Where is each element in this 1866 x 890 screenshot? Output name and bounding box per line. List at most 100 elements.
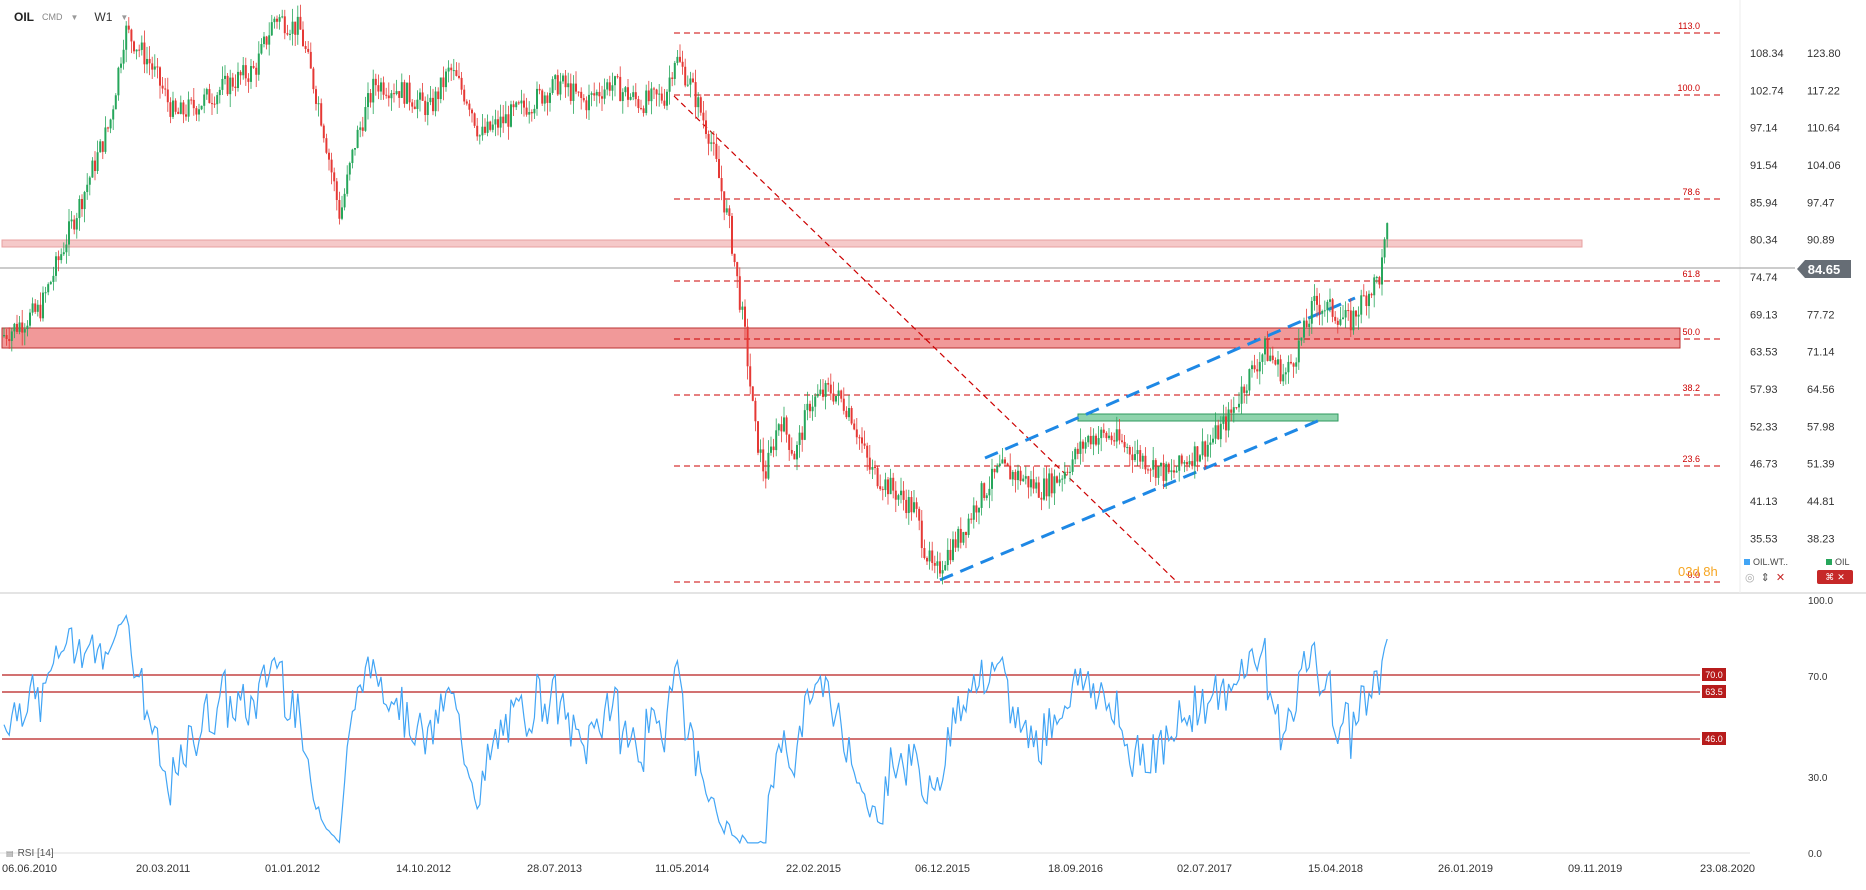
candle-body	[1209, 442, 1212, 445]
candle-body	[840, 390, 843, 399]
candle-body	[1355, 310, 1357, 317]
candle-body	[1284, 372, 1287, 375]
candle-body	[172, 100, 174, 117]
candle-body	[686, 84, 689, 86]
candle-body	[1386, 223, 1389, 240]
candle-body	[460, 77, 463, 90]
timeframe-selector[interactable]: W1	[94, 10, 113, 24]
candle-body	[18, 322, 21, 332]
candle-body	[640, 108, 642, 110]
rsi-level-tag	[1702, 668, 1726, 681]
candle-body	[1160, 462, 1162, 467]
candle-body	[224, 75, 226, 79]
candle-body	[23, 329, 26, 333]
candle-body	[1175, 470, 1178, 473]
candle-body	[913, 502, 915, 513]
legend-item-oilwt[interactable]: OIL.WT..	[1744, 557, 1788, 567]
candle-body	[1321, 311, 1324, 314]
candle-body	[1173, 470, 1175, 473]
candle-body	[528, 112, 531, 115]
close-icon[interactable]: ✕	[1775, 572, 1786, 584]
candle-body	[793, 453, 796, 460]
candle-body	[294, 21, 297, 35]
candle-body	[229, 77, 232, 95]
visibility-icon[interactable]: ◎	[1745, 572, 1755, 584]
resistance-zone-main[interactable]	[1, 327, 1681, 349]
candle-body	[1105, 432, 1108, 439]
candle-body	[478, 135, 481, 137]
candle-body	[749, 366, 752, 387]
candle-body	[829, 384, 832, 394]
candle-body	[328, 152, 330, 160]
candle-body	[567, 83, 570, 88]
candle-body	[406, 82, 408, 104]
candle-body	[432, 97, 434, 112]
candle-body	[1183, 462, 1186, 464]
candle-body	[338, 200, 341, 219]
candle-body	[351, 149, 354, 164]
chevron-down-icon[interactable]: ▼	[120, 12, 129, 22]
candle-body	[1271, 355, 1274, 361]
sort-icon[interactable]: ⇕	[1760, 572, 1770, 584]
candle-countdown: 03d 8h	[1678, 564, 1718, 579]
candle-body	[8, 338, 11, 342]
candle-body	[770, 446, 772, 453]
candle-body	[978, 507, 980, 513]
price-axis-label: 80.34	[1750, 235, 1778, 247]
fib-level-label: 78.6	[1682, 187, 1700, 197]
chevron-down-icon[interactable]: ▼	[70, 12, 79, 22]
symbol-label[interactable]: OIL	[14, 10, 34, 24]
legend-item-oil[interactable]: OIL	[1826, 557, 1850, 567]
candle-body	[1053, 476, 1056, 494]
candle-body	[42, 292, 44, 319]
candle-body	[1126, 447, 1129, 449]
candle-body	[1040, 497, 1043, 500]
series-settings-button[interactable]: ⌘ ✕	[1817, 570, 1853, 584]
candle-body	[738, 276, 741, 310]
candle-body	[902, 490, 905, 500]
candle-body	[255, 67, 258, 75]
candle-body	[413, 106, 416, 109]
candle-body	[1225, 416, 1227, 431]
candle-body	[208, 89, 211, 104]
rsi-indicator-label[interactable]: ▤ RSI [14]	[6, 848, 54, 859]
candle-body	[234, 86, 237, 88]
candle-body	[468, 103, 471, 110]
price-axis-label-secondary: 64.56	[1807, 384, 1835, 396]
close-icon: ✕	[1837, 571, 1845, 582]
candle-body	[575, 83, 577, 92]
candle-body	[907, 497, 910, 514]
candle-body	[1316, 295, 1318, 305]
candle-body	[125, 25, 128, 50]
candle-body	[341, 207, 343, 219]
candle-body	[629, 96, 632, 100]
candle-body	[900, 490, 902, 496]
candle-body	[879, 486, 882, 490]
channel-lower-line[interactable]	[939, 418, 1321, 582]
candle-body	[486, 121, 489, 133]
candle-body	[868, 457, 871, 470]
rsi-levels[interactable]: 70.0 63.5 46.0	[2, 668, 1726, 745]
candle-body	[320, 103, 323, 126]
candle-body	[390, 93, 393, 99]
candle-body	[213, 103, 216, 105]
candle-body	[1199, 455, 1201, 462]
candle-body	[185, 114, 187, 117]
candle-body	[218, 89, 221, 96]
candle-body	[484, 126, 486, 133]
fib-trend-line[interactable]	[673, 95, 1178, 583]
time-axis-label: 22.02.2015	[786, 863, 841, 875]
candle-body	[497, 119, 499, 128]
resistance-zone-upper[interactable]	[1, 239, 1583, 248]
candle-body	[606, 82, 609, 90]
candle-body	[447, 67, 450, 72]
channel-upper-line[interactable]	[984, 296, 1356, 460]
candle-body	[783, 417, 785, 432]
candle-body	[1214, 425, 1217, 439]
candle-body	[268, 35, 271, 45]
candle-body	[658, 93, 661, 95]
candle-body	[104, 127, 107, 152]
